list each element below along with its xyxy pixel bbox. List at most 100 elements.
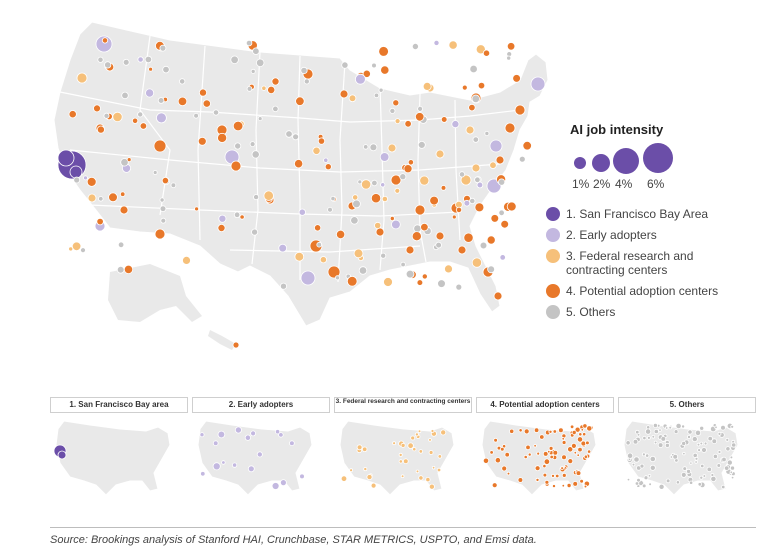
metro-bubble <box>157 97 165 104</box>
metro-bubble <box>352 199 361 209</box>
mini-bubble <box>665 478 671 484</box>
mini-bubble <box>412 447 417 452</box>
metro-bubble <box>250 68 256 74</box>
metro-bubble <box>498 209 505 216</box>
mini-bubble <box>710 475 717 483</box>
category-dot <box>546 305 560 319</box>
metro-bubble <box>380 182 386 188</box>
mini-bubble <box>706 466 712 473</box>
mini-bubble <box>646 425 651 430</box>
metro-bubble <box>381 195 388 203</box>
mini-bubble <box>729 470 733 474</box>
mini-bubble <box>702 474 707 478</box>
mini-bubble <box>561 437 565 441</box>
mini-bubble <box>560 466 564 470</box>
metro-bubble <box>154 228 166 240</box>
metro-bubble <box>230 55 239 64</box>
panel-sf-bay-area: 1. San Francisco Bay area <box>50 397 188 502</box>
mini-bubble <box>349 468 354 473</box>
mini-bubbles <box>625 422 737 490</box>
mini-bubble <box>221 460 226 465</box>
mini-bubble <box>57 450 67 460</box>
mini-bubble <box>539 434 545 440</box>
mini-bubble <box>561 454 567 461</box>
mini-bubble <box>533 427 540 433</box>
mini-bubble <box>648 482 652 487</box>
metro-bubble <box>471 94 480 103</box>
mini-bubble <box>687 429 693 435</box>
metro-bubble <box>435 231 445 241</box>
mini-bubble <box>499 446 505 452</box>
mini-bubble <box>199 432 205 438</box>
metro-bubble <box>486 235 496 245</box>
mini-bubble <box>366 474 373 481</box>
metro-bubble <box>257 116 263 121</box>
mini-bubble <box>660 436 667 442</box>
metro-bubble <box>489 161 497 169</box>
mini-bubble <box>697 448 701 452</box>
metro-bubble <box>252 47 260 55</box>
mini-bubble <box>580 428 584 432</box>
panel-federal-research: 3. Federal research and contracting cent… <box>334 397 472 502</box>
metro-bubble <box>80 247 86 254</box>
mini-bubble <box>691 436 698 443</box>
metro-bubble <box>379 152 390 162</box>
mini-bubble <box>566 483 572 489</box>
mini-bubble <box>491 482 498 489</box>
metro-bubble <box>358 266 368 275</box>
mini-bubble <box>699 463 705 469</box>
metro-bubble <box>234 142 242 150</box>
metro-bubble <box>103 112 110 119</box>
mini-bubble <box>569 424 575 429</box>
metro-bubble <box>484 130 490 136</box>
mini-bubble <box>712 453 719 460</box>
panel-map <box>197 420 313 496</box>
mini-bubble <box>289 440 295 447</box>
metro-bubble <box>155 112 167 124</box>
mini-bubble <box>583 484 588 489</box>
mini-bubble <box>504 452 510 458</box>
mini-bubble <box>418 475 424 481</box>
mini-bubble <box>699 475 704 480</box>
mini-bubble <box>340 475 348 482</box>
mini-bubble <box>525 444 531 451</box>
mini-bubble <box>436 467 442 473</box>
mini-bubble <box>635 429 640 435</box>
mini-bubbles <box>340 429 447 490</box>
metro-bubble <box>451 120 460 129</box>
metro-bubble <box>267 85 276 95</box>
metro-bubble <box>469 64 478 74</box>
metro-bubble <box>279 282 287 290</box>
mini-bubble <box>730 465 736 471</box>
metro-bubble <box>497 178 506 186</box>
metro-bubble <box>399 173 407 181</box>
mini-bubble <box>689 461 693 465</box>
category-sf-bay-area: 1. San Francisco Bay Area <box>546 207 766 221</box>
metro-bubble <box>420 222 429 232</box>
metro-bubble <box>415 112 425 122</box>
metro-bubble <box>144 55 153 64</box>
mini-bubble <box>668 425 672 430</box>
mini-bubble <box>370 482 377 489</box>
metro-bubble <box>369 143 378 152</box>
mini-bubble <box>244 434 252 441</box>
metro-bubble <box>465 125 475 135</box>
mini-bubble <box>509 428 515 434</box>
mini-bubble <box>362 446 368 452</box>
metro-bubble <box>391 219 401 230</box>
mini-bubble <box>551 473 556 478</box>
metro-bubble <box>73 176 81 184</box>
mini-bubble <box>682 451 686 456</box>
mini-bubble <box>720 424 726 431</box>
metro-bubble <box>383 277 393 287</box>
mini-bubble <box>552 429 557 434</box>
mini-bubble <box>658 428 662 432</box>
us-landmass <box>53 21 549 350</box>
mini-bubble <box>544 479 550 485</box>
metro-bubble <box>411 231 422 242</box>
mini-bubble <box>517 477 524 483</box>
metro-bubble <box>500 219 510 229</box>
metro-bubble <box>472 136 479 143</box>
metro-bubble <box>246 86 253 92</box>
metro-bubble <box>108 192 118 203</box>
